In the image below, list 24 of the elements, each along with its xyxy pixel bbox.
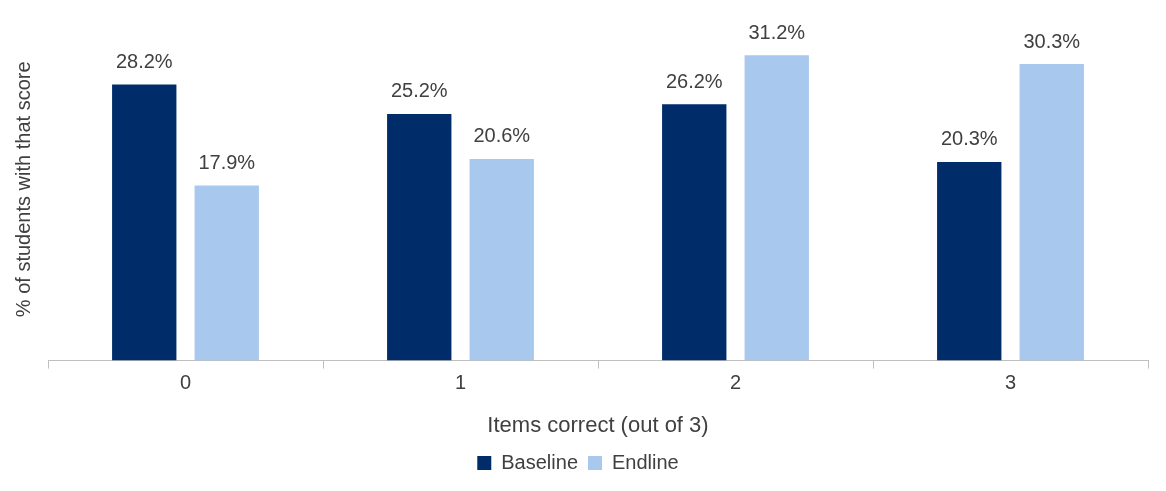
x-tick-label: 2 [729,371,742,394]
bar [112,84,177,361]
x-tick-label: 0 [179,371,192,394]
bar [1019,64,1084,361]
bar [744,55,809,361]
data-label: 31.2% [748,20,806,43]
data-label: 28.2% [115,50,173,73]
bar [662,104,727,361]
x-tick-label: 3 [1004,371,1017,394]
data-label: 26.2% [665,69,723,92]
x-axis-title: Items correct (out of 3) [487,411,709,437]
data-label: 20.3% [940,127,998,150]
bar [194,185,259,361]
legend-label: Baseline [501,450,578,473]
bar [469,158,534,361]
x-tick-label: 1 [454,371,467,394]
bar [387,113,452,361]
legend-label: Endline [612,450,679,473]
bar [937,161,1002,361]
data-label: 20.6% [473,124,531,147]
y-axis-title: % of students with that score [11,61,34,318]
data-label: 30.3% [1023,29,1081,52]
data-label: 17.9% [198,150,256,173]
data-label: 25.2% [390,79,448,102]
